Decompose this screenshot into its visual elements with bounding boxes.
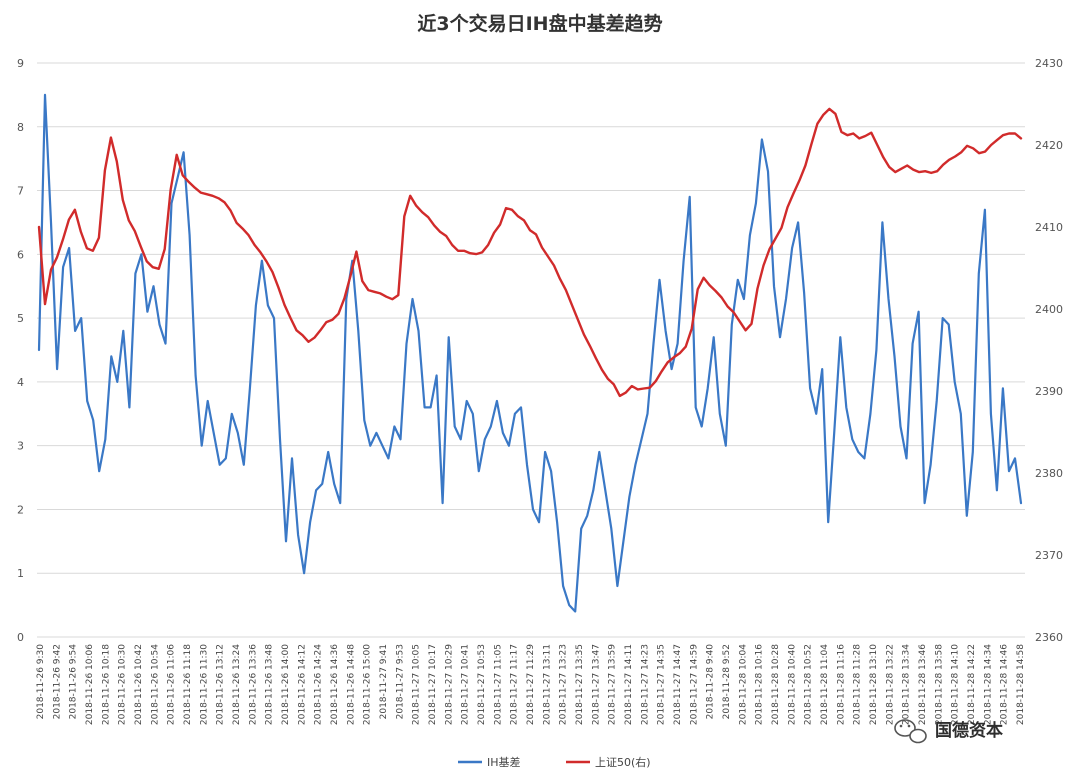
x-tick-label: 2018-11-27 10:53 (477, 644, 487, 725)
x-tick-label: 2018-11-26 9:54 (69, 644, 79, 720)
watermark: 国德资本 (894, 719, 1003, 744)
x-tick-label: 2018-11-26 11:18 (183, 644, 193, 725)
right-axis: 2360 2370 2380 2390 2400 2410 2420 2430 (1035, 57, 1063, 644)
x-tick-label: 2018-11-27 13:59 (608, 644, 618, 725)
x-tick-label: 2018-11-28 14:46 (1000, 644, 1010, 725)
x-tick-label: 2018-11-28 14:22 (967, 644, 977, 725)
y-left-tick-label: 5 (17, 312, 24, 325)
x-tick-label: 2018-11-27 14:23 (640, 644, 650, 725)
x-tick-label: 2018-11-27 10:17 (428, 644, 438, 725)
x-tick-label: 2018-11-28 10:52 (804, 644, 814, 725)
y-right-tick-label: 2400 (1035, 303, 1063, 316)
x-tick-label: 2018-11-27 11:05 (493, 644, 503, 725)
x-tick-label: 2018-11-27 14:47 (673, 644, 683, 725)
x-tick-label: 2018-11-27 10:29 (444, 644, 454, 725)
y-left-tick-label: 7 (17, 185, 24, 198)
x-tick-label: 2018-11-28 11:04 (820, 644, 830, 725)
y-left-tick-label: 8 (17, 121, 24, 134)
y-right-tick-label: 2420 (1035, 139, 1063, 152)
x-tick-label: 2018-11-26 10:18 (101, 644, 111, 725)
x-axis: 2018-11-26 9:30 2018-11-26 9:42 2018-11-26… (36, 644, 1026, 725)
x-tick-label: 2018-11-27 11:29 (526, 644, 536, 725)
x-tick-label: 2018-11-26 13:24 (232, 644, 242, 725)
x-tick-label: 2018-11-28 10:16 (755, 644, 765, 725)
x-tick-label: 2018-11-26 14:24 (314, 644, 324, 725)
x-tick-label: 2018-11-28 13:10 (869, 644, 879, 725)
x-tick-label: 2018-11-26 13:12 (216, 644, 226, 725)
x-tick-label: 2018-11-28 9:40 (706, 644, 716, 720)
x-tick-label: 2018-11-28 14:10 (951, 644, 961, 725)
x-tick-label: 2018-11-26 13:36 (248, 644, 258, 725)
x-tick-label: 2018-11-27 13:11 (542, 644, 552, 725)
x-tick-label: 2018-11-27 13:23 (559, 644, 569, 725)
legend-label-ih-basis: IH基差 (487, 755, 521, 769)
y-left-tick-label: 9 (17, 57, 24, 70)
x-tick-label: 2018-11-26 13:48 (265, 644, 275, 725)
x-tick-label: 2018-11-26 14:36 (330, 644, 340, 725)
x-tick-label: 2018-11-28 13:22 (885, 644, 895, 725)
x-tick-label: 2018-11-28 11:16 (836, 644, 846, 725)
legend-item-sse50: 上证50(右) (566, 755, 651, 769)
x-tick-label: 2018-11-26 14:00 (281, 644, 291, 725)
x-tick-label: 2018-11-26 9:42 (52, 644, 62, 719)
x-tick-label: 2018-11-26 14:12 (297, 644, 307, 725)
x-tick-label: 2018-11-27 14:11 (624, 644, 634, 725)
x-tick-label: 2018-11-26 10:30 (118, 644, 128, 725)
x-tick-label: 2018-11-27 10:05 (412, 644, 422, 725)
watermark-text: 国德资本 (935, 720, 1003, 741)
y-right-tick-label: 2430 (1035, 57, 1063, 70)
series-line-sse50 (37, 107, 1023, 398)
y-left-tick-label: 2 (17, 503, 24, 516)
x-tick-label: 2018-11-26 10:06 (85, 644, 95, 725)
x-tick-label: 2018-11-26 9:30 (36, 644, 46, 720)
series-lines (37, 93, 1023, 613)
x-tick-label: 2018-11-27 13:35 (575, 644, 585, 725)
y-left-tick-label: 1 (17, 567, 24, 580)
x-tick-label: 2018-11-27 14:59 (689, 644, 699, 725)
legend: IH基差 上证50(右) (458, 755, 651, 769)
y-left-tick-label: 4 (17, 376, 24, 389)
x-tick-label: 2018-11-27 13:47 (591, 644, 601, 725)
x-tick-label: 2018-11-28 10:28 (771, 644, 781, 725)
x-tick-label: 2018-11-27 9:41 (379, 644, 389, 719)
x-tick-label: 2018-11-26 10:54 (150, 644, 160, 725)
y-left-tick-label: 3 (17, 440, 24, 453)
x-tick-label: 2018-11-28 14:34 (983, 644, 993, 725)
x-tick-label: 2018-11-26 14:48 (346, 644, 356, 725)
y-right-tick-label: 2390 (1035, 385, 1063, 398)
y-right-tick-label: 2410 (1035, 221, 1063, 234)
x-tick-label: 2018-11-28 11:28 (853, 644, 863, 725)
x-tick-label: 2018-11-27 11:17 (510, 644, 520, 725)
x-tick-label: 2018-11-28 13:46 (918, 644, 928, 725)
y-right-tick-label: 2380 (1035, 467, 1063, 480)
x-tick-label: 2018-11-27 14:35 (657, 644, 667, 725)
series-line-ih-basis (37, 93, 1023, 613)
x-tick-label: 2018-11-28 14:58 (1016, 644, 1026, 725)
x-tick-label: 2018-11-28 13:34 (902, 644, 912, 725)
y-right-tick-label: 2370 (1035, 549, 1063, 562)
x-tick-label: 2018-11-28 10:40 (787, 644, 797, 725)
x-tick-label: 2018-11-27 9:53 (395, 644, 405, 719)
chart-title: 近3个交易日IH盘中基差趋势 (417, 12, 662, 35)
x-tick-label: 2018-11-26 10:42 (134, 644, 144, 725)
wechat-icon (894, 719, 927, 744)
x-tick-label: 2018-11-26 11:30 (199, 644, 209, 725)
y-right-tick-label: 2360 (1035, 631, 1063, 644)
x-tick-label: 2018-11-28 13:58 (934, 644, 944, 725)
y-left-tick-label: 0 (17, 631, 24, 644)
x-tick-label: 2018-11-28 10:04 (738, 644, 748, 725)
x-tick-label: 2018-11-27 10:41 (461, 644, 471, 725)
x-tick-label: 2018-11-26 11:06 (167, 644, 177, 725)
left-axis: 0 1 2 3 4 5 6 7 8 9 (17, 57, 24, 644)
legend-label-sse50: 上证50(右) (595, 755, 651, 769)
x-tick-label: 2018-11-28 9:52 (722, 644, 732, 719)
x-tick-label: 2018-11-26 15:00 (363, 644, 373, 725)
legend-item-ih-basis: IH基差 (458, 755, 521, 769)
y-left-tick-label: 6 (17, 248, 24, 261)
